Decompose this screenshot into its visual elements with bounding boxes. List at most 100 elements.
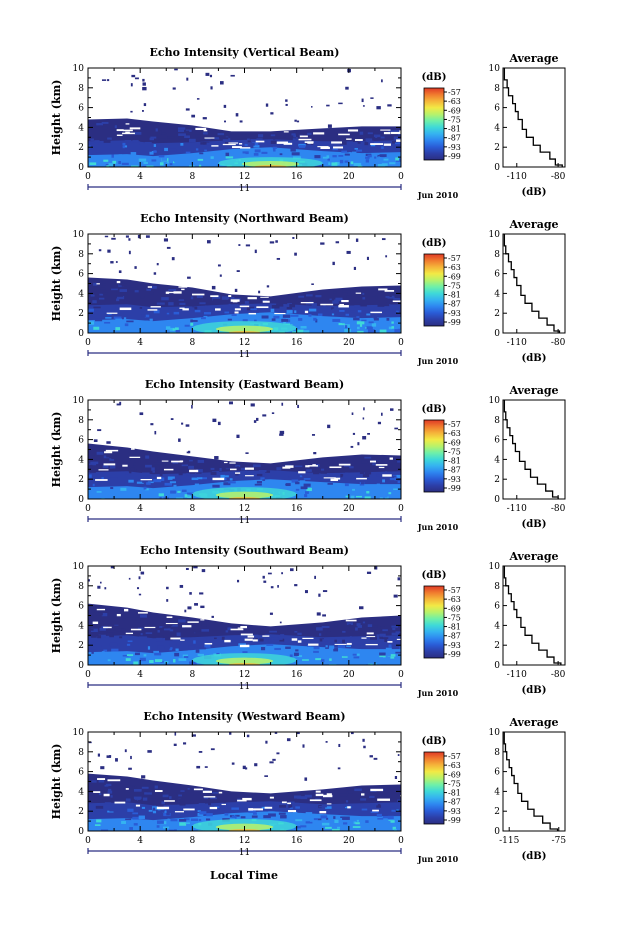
echo-cell xyxy=(332,308,336,312)
echo-gap xyxy=(369,460,376,463)
echo-cell xyxy=(133,796,142,800)
echo-cell xyxy=(203,796,209,799)
echo-cell xyxy=(160,635,164,639)
echo-cell xyxy=(208,162,214,166)
average-x-tick-label: -115 xyxy=(499,836,519,846)
echo-gap xyxy=(396,139,401,142)
echo-cell xyxy=(190,467,199,470)
echo-cell xyxy=(326,655,333,658)
echo-cell xyxy=(139,657,146,662)
echo-cell xyxy=(393,460,400,464)
echo-gap xyxy=(229,462,236,464)
upper-echo xyxy=(139,412,144,416)
echo-cell xyxy=(161,801,165,805)
echo-cell xyxy=(264,637,271,641)
upper-echo xyxy=(110,566,114,569)
echo-cell xyxy=(89,162,97,166)
echo-cell xyxy=(256,815,260,819)
echo-cell xyxy=(384,494,388,498)
echo-cell xyxy=(390,807,395,810)
upper-echo xyxy=(185,567,189,571)
upper-echo xyxy=(381,79,383,83)
echo-gap xyxy=(204,137,215,139)
echo-cell xyxy=(96,819,102,823)
echo-cell xyxy=(170,819,178,822)
upper-echo xyxy=(153,272,157,275)
echo-cell xyxy=(390,641,399,643)
x-tick-label: 8 xyxy=(189,670,195,680)
upper-echo xyxy=(138,576,141,580)
echo-cell xyxy=(313,645,320,650)
echo-cell xyxy=(89,321,95,325)
echo-gap xyxy=(239,644,250,648)
echo-cell xyxy=(375,295,378,300)
y-tick-label: 2 xyxy=(78,807,84,817)
echo-cell xyxy=(118,282,124,286)
echo-cell xyxy=(362,474,370,478)
echo-cell xyxy=(122,654,129,657)
echo-gap xyxy=(107,779,121,782)
echo-cell xyxy=(99,293,104,296)
echo-cell xyxy=(271,811,275,814)
echo-cell xyxy=(88,474,92,478)
colorbar-tick-label: -63 xyxy=(448,429,461,438)
echo-cell xyxy=(193,793,196,797)
echo-cell xyxy=(187,470,190,473)
echo-cell xyxy=(89,628,94,631)
echo-cell xyxy=(367,132,373,135)
echo-cell xyxy=(181,489,187,493)
echo-cell xyxy=(325,826,332,829)
upper-echo xyxy=(350,445,354,448)
echo-cell xyxy=(167,136,175,139)
echo-cell xyxy=(95,612,103,616)
upper-echo xyxy=(311,106,313,108)
echo-cell xyxy=(187,650,193,653)
upper-echo xyxy=(286,738,291,742)
echo-cell xyxy=(107,810,114,813)
echo-cell xyxy=(210,467,215,470)
upper-echo xyxy=(234,288,238,292)
echo-gap xyxy=(154,790,163,793)
echo-cell xyxy=(113,612,117,615)
echo-gap xyxy=(331,141,343,144)
echo-cell xyxy=(102,126,108,130)
echo-gap xyxy=(339,303,344,306)
echo-cell xyxy=(248,142,255,146)
upper-echo xyxy=(373,757,378,760)
echo-gap xyxy=(308,643,319,646)
upper-echo xyxy=(200,605,205,609)
upper-echo xyxy=(147,750,152,753)
echo-gap xyxy=(239,305,250,308)
echo-cell xyxy=(360,304,367,307)
echo-cell xyxy=(339,159,344,164)
echo-cell xyxy=(167,818,170,822)
echo-cell xyxy=(203,132,207,135)
echo-gap xyxy=(281,801,287,804)
upper-echo xyxy=(204,766,208,768)
echo-gap xyxy=(347,129,359,132)
echo-cell xyxy=(337,299,344,302)
echo-cell xyxy=(344,325,348,329)
upper-echo xyxy=(191,405,193,409)
echo-cell xyxy=(101,494,109,496)
echo-cell xyxy=(202,321,208,325)
upper-echo xyxy=(202,117,207,120)
echo-cell xyxy=(241,300,247,303)
echo-cell xyxy=(320,663,328,665)
upper-echo xyxy=(199,592,204,595)
echo-cell xyxy=(335,297,343,301)
echo-cell xyxy=(288,814,295,817)
echo-cell xyxy=(152,807,156,811)
echo-cell xyxy=(353,302,360,306)
echo-cell xyxy=(280,630,286,635)
average-profile-line xyxy=(503,400,559,499)
echo-cell xyxy=(225,473,230,477)
echo-cell xyxy=(173,659,176,663)
heatmap-area xyxy=(88,234,401,333)
echo-cell xyxy=(248,810,256,813)
echo-gap xyxy=(125,632,133,635)
echo-cell xyxy=(349,466,354,469)
echo-gap xyxy=(361,637,367,639)
echo-cell xyxy=(184,324,190,327)
echo-gap xyxy=(97,778,106,780)
